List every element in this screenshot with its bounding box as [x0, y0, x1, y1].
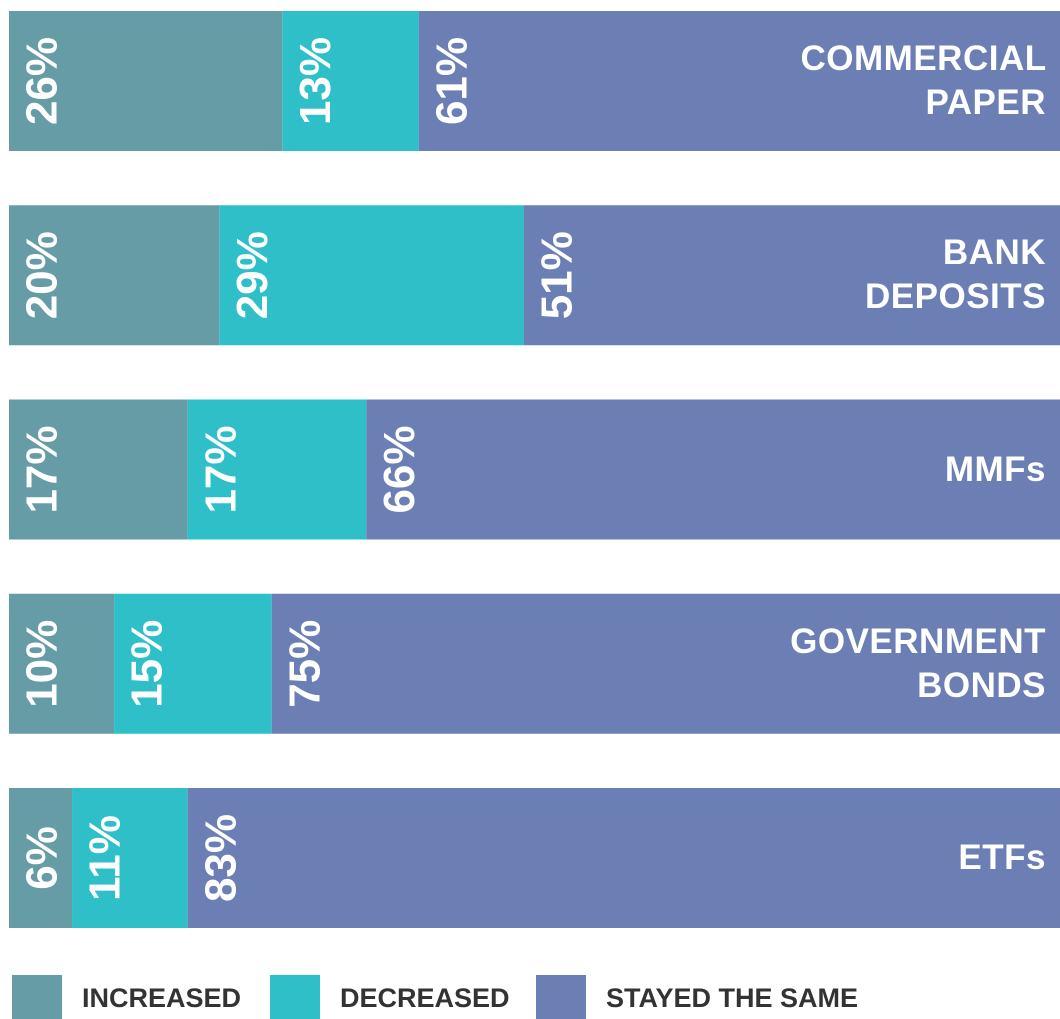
value-label: 11%: [81, 815, 130, 901]
value-label: 17%: [18, 425, 67, 513]
bar-segment: [72, 788, 188, 928]
bar-segment: [9, 11, 283, 151]
value-label: 13%: [291, 37, 340, 125]
bar-segment: [9, 593, 115, 734]
legend-swatch: [536, 975, 586, 1019]
value-label: 29%: [228, 231, 277, 319]
value-label: 26%: [18, 37, 67, 125]
category-label: ETFs: [958, 838, 1046, 877]
bar-segment: [271, 593, 1060, 734]
bar-segment: [9, 788, 73, 928]
value-label: 6%: [18, 826, 67, 890]
legend-label: INCREASED: [82, 983, 241, 1013]
bar-segment: [9, 205, 220, 346]
bar-segment: [219, 205, 524, 346]
value-label: 20%: [18, 231, 67, 319]
category-label: COMMERCIAL PAPER: [800, 39, 1047, 122]
value-label: 15%: [123, 620, 172, 708]
bar-segment: [523, 205, 1060, 346]
legend-label: DECREASED: [340, 983, 510, 1013]
value-label: 66%: [375, 425, 424, 513]
value-label: 10%: [18, 620, 67, 708]
value-label: 61%: [428, 37, 477, 125]
value-label: 51%: [533, 231, 582, 319]
legend-swatch: [270, 975, 320, 1019]
bar-segment: [9, 399, 188, 540]
legend-label: STAYED THE SAME: [606, 983, 858, 1013]
bar-segment: [282, 11, 419, 151]
bar-segment: [366, 399, 1060, 540]
bar-segment: [187, 788, 1060, 928]
value-label: 83%: [196, 814, 245, 902]
bar-segment: [114, 593, 272, 734]
bar-segment: [187, 399, 367, 540]
category-label: MMFs: [944, 449, 1046, 489]
category-label: BANK DEPOSITS: [865, 233, 1046, 317]
bar-segment: [418, 11, 1060, 151]
legend-swatch: [12, 975, 62, 1019]
category-label: GOVERNMENT BONDS: [790, 621, 1046, 705]
value-label: 75%: [280, 620, 329, 708]
value-label: 17%: [196, 425, 245, 513]
